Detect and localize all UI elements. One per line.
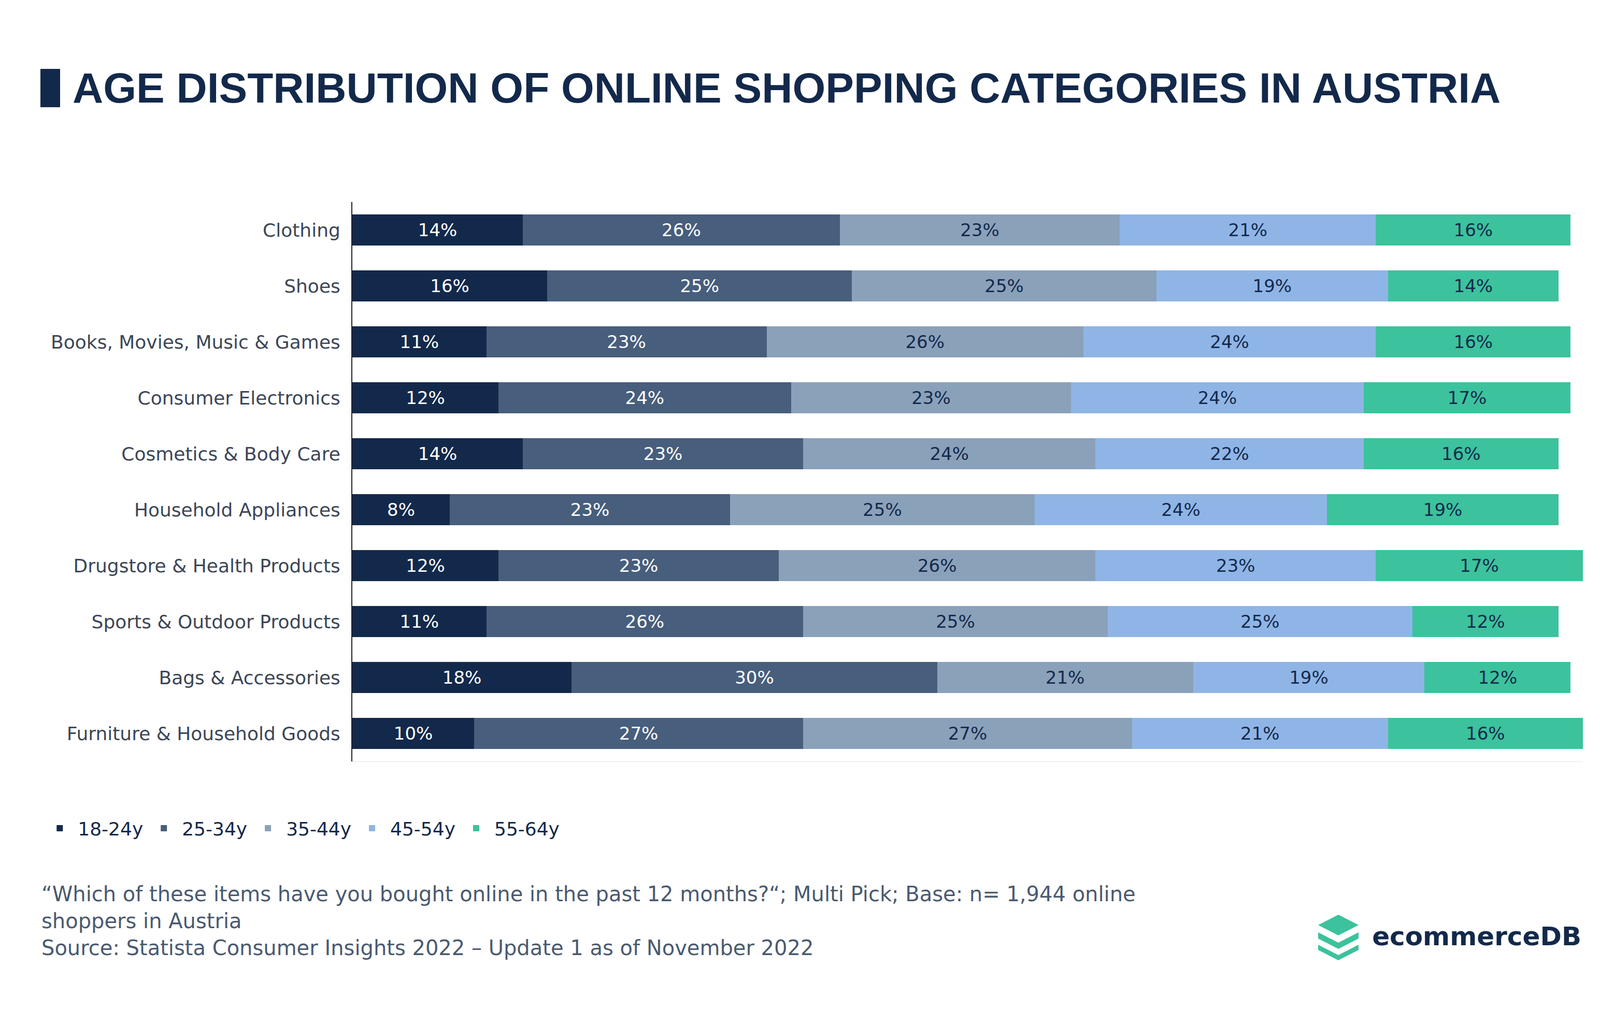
svg-text:25%: 25%: [984, 275, 1024, 297]
svg-text:23%: 23%: [570, 499, 610, 521]
svg-text:25%: 25%: [862, 499, 903, 521]
svg-text:12%: 12%: [1465, 611, 1506, 633]
svg-text:11%: 11%: [400, 611, 440, 633]
svg-text:55-64y: 55-64y: [494, 818, 560, 840]
svg-text:18%: 18%: [442, 667, 482, 689]
svg-text:35-44y: 35-44y: [286, 818, 352, 840]
svg-text:27%: 27%: [948, 723, 988, 745]
svg-text:19%: 19%: [1423, 499, 1463, 521]
svg-text:23%: 23%: [643, 443, 683, 465]
svg-text:16%: 16%: [1453, 331, 1494, 353]
svg-text:10%: 10%: [393, 723, 434, 745]
svg-text:24%: 24%: [1161, 499, 1201, 521]
svg-text:25%: 25%: [679, 275, 720, 297]
svg-text:Books, Movies, Music & Games: Books, Movies, Music & Games: [50, 331, 341, 353]
svg-text:Clothing: Clothing: [262, 219, 341, 241]
svg-text:14%: 14%: [1453, 275, 1494, 297]
svg-text:26%: 26%: [661, 219, 702, 241]
svg-text:14%: 14%: [418, 219, 458, 241]
svg-text:Furniture & Household Goods: Furniture & Household Goods: [66, 723, 341, 745]
svg-text:21%: 21%: [1240, 723, 1280, 745]
svg-text:12%: 12%: [1478, 667, 1518, 689]
svg-text:14%: 14%: [418, 443, 458, 465]
svg-text:30%: 30%: [734, 667, 775, 689]
svg-text:12%: 12%: [405, 387, 446, 409]
svg-text:26%: 26%: [625, 611, 665, 633]
html-text:ecommerceDB: ecommerceDB: [1372, 921, 1582, 952]
svg-text:26%: 26%: [917, 555, 957, 577]
html-text:“Which of these items have you: “Which of these items have you bought on…: [41, 882, 1136, 934]
svg-text:24%: 24%: [1197, 387, 1238, 409]
svg-text:23%: 23%: [1216, 555, 1256, 577]
html-text:AGE DISTRIBUTION OF ONLINE SHO: AGE DISTRIBUTION OF ONLINE SHOPPING CATE…: [72, 64, 1501, 112]
svg-text:25%: 25%: [935, 611, 976, 633]
svg-text:19%: 19%: [1252, 275, 1293, 297]
svg-text:17%: 17%: [1459, 555, 1499, 577]
svg-text:8%: 8%: [387, 499, 416, 521]
svg-text:Household Appliances: Household Appliances: [134, 499, 341, 521]
svg-text:21%: 21%: [1228, 219, 1268, 241]
svg-text:11%: 11%: [400, 331, 440, 353]
svg-text:Shoes: Shoes: [283, 275, 341, 297]
svg-text:25-34y: 25-34y: [181, 818, 248, 840]
svg-text:23%: 23%: [960, 219, 1000, 241]
svg-text:23%: 23%: [911, 387, 951, 409]
svg-text:22%: 22%: [1209, 443, 1250, 465]
svg-text:16%: 16%: [430, 275, 470, 297]
svg-text:Consumer Electronics: Consumer Electronics: [137, 387, 341, 409]
svg-text:18-24y: 18-24y: [77, 818, 144, 840]
svg-text:45-54y: 45-54y: [390, 818, 456, 840]
svg-text:21%: 21%: [1045, 667, 1085, 689]
svg-text:16%: 16%: [1465, 723, 1506, 745]
svg-text:23%: 23%: [606, 331, 647, 353]
svg-text:Sports & Outdoor Products: Sports & Outdoor Products: [91, 611, 341, 633]
svg-text:19%: 19%: [1289, 667, 1329, 689]
svg-text:27%: 27%: [619, 723, 659, 745]
svg-text:12%: 12%: [405, 555, 446, 577]
svg-text:16%: 16%: [1441, 443, 1481, 465]
svg-text:Cosmetics & Body Care: Cosmetics & Body Care: [121, 443, 340, 465]
svg-text:24%: 24%: [1209, 331, 1250, 353]
svg-text:17%: 17%: [1447, 387, 1488, 409]
svg-text:Bags & Accessories: Bags & Accessories: [159, 667, 341, 689]
svg-text:16%: 16%: [1453, 219, 1494, 241]
svg-text:23%: 23%: [619, 555, 659, 577]
svg-text:25%: 25%: [1240, 611, 1280, 633]
html-text:Source: Statista Consumer Insi: Source: Statista Consumer Insights 2022 …: [41, 936, 814, 961]
svg-text:Drugstore & Health Products: Drugstore & Health Products: [73, 555, 340, 577]
svg-text:24%: 24%: [625, 387, 665, 409]
svg-text:24%: 24%: [929, 443, 969, 465]
svg-text:26%: 26%: [905, 331, 945, 353]
